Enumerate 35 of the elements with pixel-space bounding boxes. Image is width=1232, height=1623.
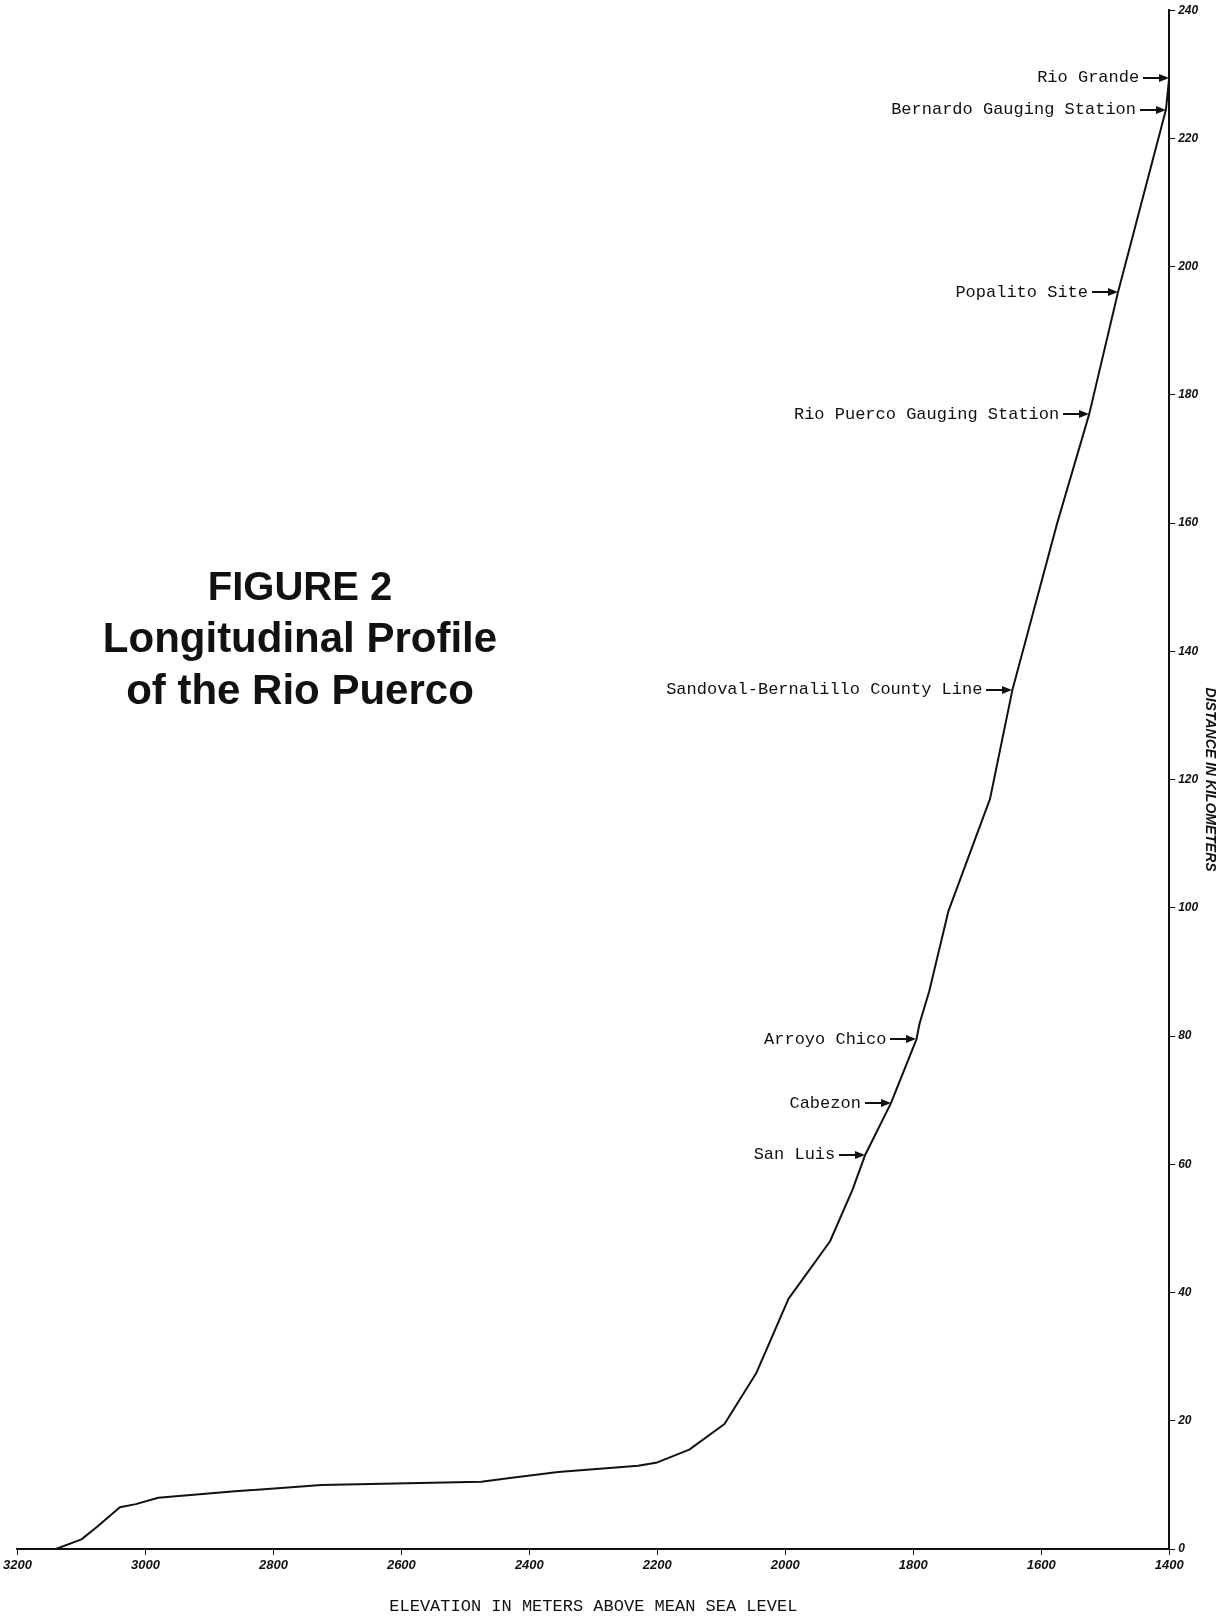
x-tick-label: 2200	[641, 1557, 673, 1573]
y-tick-label: 0	[1178, 1541, 1186, 1556]
x-tick-label: 1800	[898, 1557, 929, 1573]
x-axis-title: ELEVATION IN METERS ABOVE MEAN SEA LEVEL	[389, 1597, 798, 1617]
x-tick-label: 2000	[769, 1557, 801, 1573]
x-tick-label: 3200	[3, 1557, 33, 1573]
x-tick-label: 2600	[385, 1557, 417, 1573]
annotation: Popalito Site	[955, 282, 1088, 302]
annotation: Arroyo Chico	[764, 1029, 887, 1049]
annotation: Rio Grande	[1037, 68, 1140, 88]
annotation: Cabezon	[789, 1093, 861, 1113]
y-tick-label: 60	[1178, 1156, 1192, 1171]
annotation: Bernardo Gauging Station	[891, 100, 1136, 120]
y-tick-label: 20	[1177, 1413, 1192, 1428]
x-tick-label: 2400	[513, 1557, 545, 1573]
y-tick-label: 40	[1177, 1284, 1192, 1299]
y-tick-label: 80	[1178, 1028, 1192, 1043]
text: FIGURE 2	[206, 563, 394, 610]
y-axis-title: DISTANCE IN KILOMETERS	[1202, 687, 1219, 873]
text: Longitudinal Profile of the Rio Puerco	[101, 613, 499, 715]
y-tick-label: 120	[1178, 771, 1199, 786]
x-tick-label: 1600	[1026, 1557, 1057, 1573]
y-tick-label: 100	[1178, 900, 1199, 915]
annotation: Rio Puerco Gauging Station	[793, 404, 1060, 424]
annotation: Sandoval-Bernalillo County Line	[666, 680, 983, 700]
x-tick-label: 1400	[1154, 1557, 1185, 1573]
y-tick-label: 160	[1178, 515, 1199, 530]
x-tick-label: 3000	[130, 1557, 161, 1573]
y-tick-label: 180	[1178, 387, 1199, 402]
annotation: San Luis	[753, 1145, 836, 1165]
y-tick-label: 240	[1177, 2, 1199, 17]
y-tick-label: 220	[1177, 130, 1199, 145]
x-tick-label: 2800	[257, 1557, 289, 1573]
y-tick-label: 200	[1177, 258, 1199, 273]
y-tick-label: 140	[1178, 643, 1199, 658]
